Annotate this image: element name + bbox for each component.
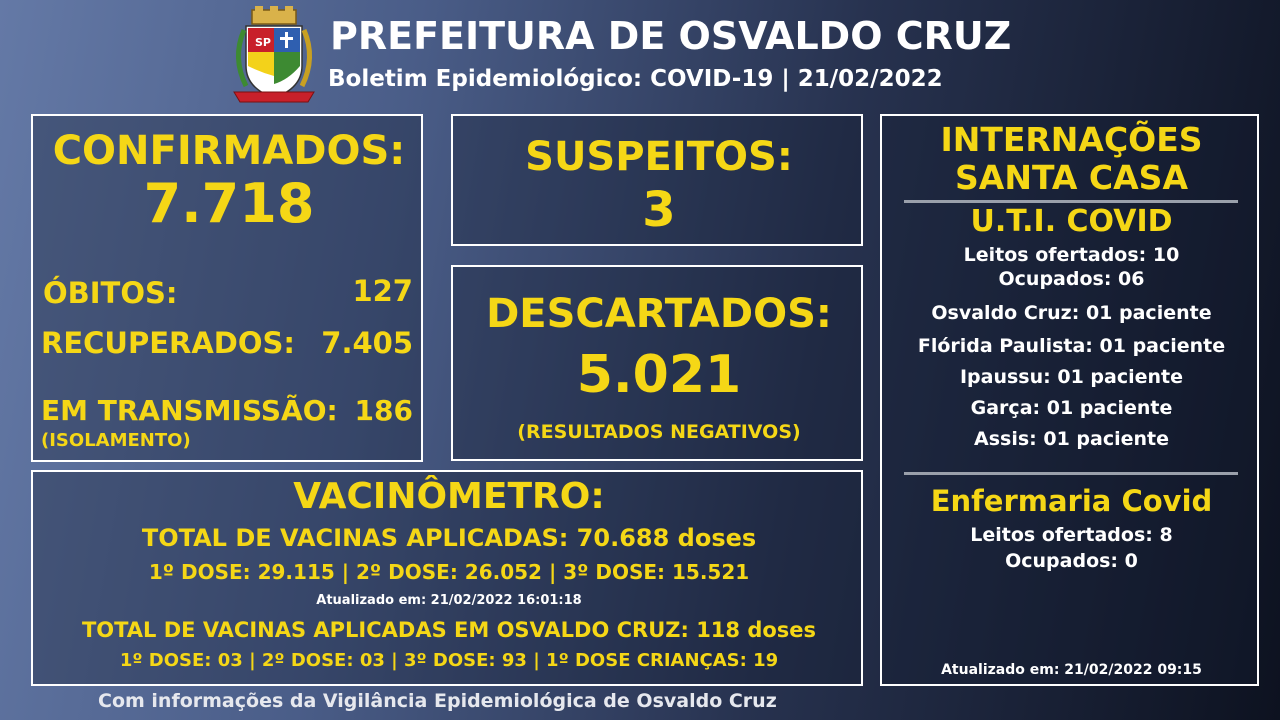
enfermaria-leitos: Leitos ofertados: 8 <box>970 524 1173 546</box>
descartados-label: DESCARTADOS: <box>486 291 832 337</box>
obitos-value: 127 <box>352 274 413 308</box>
vacinometro-title: VACINÔMETRO: <box>293 476 605 517</box>
isolamento-note: (ISOLAMENTO) <box>41 430 191 451</box>
transmissao-label: EM TRANSMISSÃO: <box>41 394 338 427</box>
enfermaria-title: Enfermaria Covid <box>930 484 1213 518</box>
enfermaria-ocupados: Ocupados: 0 <box>1005 550 1138 572</box>
vacinas-oc-doses: 1º DOSE: 03 | 2º DOSE: 03 | 3º DOSE: 93 … <box>119 650 779 671</box>
descartados-value: 5.021 <box>576 345 742 405</box>
footer-source: Com informações da Vigilância Epidemioló… <box>98 690 777 712</box>
internacoes-panel: INTERNAÇÕES SANTA CASA U.T.I. COVID Leit… <box>880 114 1259 686</box>
confirmados-panel: CONFIRMADOS: 7.718 ÓBITOS: 127 RECUPERAD… <box>31 114 423 462</box>
page-subtitle: Boletim Epidemiológico: COVID-19 | 21/02… <box>328 66 943 92</box>
vacinas-updated: Atualizado em: 21/02/2022 16:01:18 <box>316 593 582 608</box>
divider <box>904 472 1238 475</box>
uti-ocupados: Ocupados: 06 <box>998 268 1145 290</box>
recuperados-value: 7.405 <box>321 326 413 360</box>
confirmados-label: CONFIRMADOS: <box>52 128 406 174</box>
patient-item: Ipaussu: 01 paciente <box>959 366 1183 388</box>
descartados-panel: DESCARTADOS: 5.021 (RESULTADOS NEGATIVOS… <box>451 265 863 461</box>
confirmados-value: 7.718 <box>143 172 315 235</box>
vacinas-total: TOTAL DE VACINAS APLICADAS: 70.688 doses <box>141 524 757 552</box>
transmissao-value: 186 <box>354 394 413 427</box>
uti-title: U.T.I. COVID <box>970 204 1173 239</box>
internacoes-title-line1: INTERNAÇÕES <box>940 120 1203 159</box>
page-title: PREFEITURA DE OSVALDO CRUZ <box>330 14 1012 58</box>
patient-item: Garça: 01 paciente <box>970 397 1173 419</box>
vacinas-oc-total: TOTAL DE VACINAS APLICADAS EM OSVALDO CR… <box>81 618 817 642</box>
vacinometro-panel: VACINÔMETRO: TOTAL DE VACINAS APLICADAS:… <box>31 470 863 686</box>
obitos-label: ÓBITOS: <box>43 276 178 310</box>
internacoes-title-line2: SANTA CASA <box>955 158 1188 197</box>
municipal-crest-logo: SP <box>233 6 315 103</box>
suspeitos-value: 3 <box>642 182 676 238</box>
recuperados-label: RECUPERADOS: <box>41 326 296 360</box>
vacinas-doses: 1º DOSE: 29.115 | 2º DOSE: 26.052 | 3º D… <box>148 560 750 584</box>
divider <box>904 200 1238 203</box>
descartados-note: (RESULTADOS NEGATIVOS) <box>517 421 801 443</box>
patient-item: Assis: 01 paciente <box>974 428 1169 450</box>
patient-item: Flórida Paulista: 01 paciente <box>917 335 1226 357</box>
svg-text:SP: SP <box>255 36 271 49</box>
uti-leitos: Leitos ofertados: 10 <box>963 244 1180 266</box>
internacoes-updated: Atualizado em: 21/02/2022 09:15 <box>941 662 1202 678</box>
suspeitos-panel: SUSPEITOS: 3 <box>451 114 863 246</box>
patient-item: Osvaldo Cruz: 01 paciente <box>931 302 1212 324</box>
suspeitos-label: SUSPEITOS: <box>525 134 793 180</box>
